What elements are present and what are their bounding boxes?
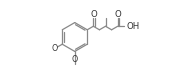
Text: O: O <box>72 55 78 64</box>
Text: O: O <box>52 44 58 53</box>
Text: O: O <box>91 10 97 19</box>
Text: O: O <box>115 10 122 19</box>
Text: OH: OH <box>127 22 140 31</box>
